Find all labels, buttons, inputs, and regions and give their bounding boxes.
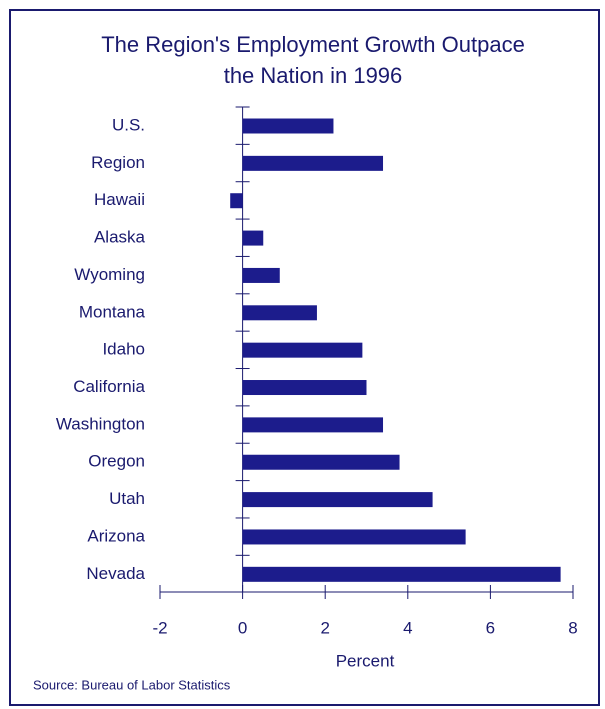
x-tick-label: 4 (403, 618, 412, 637)
y-tick-label: Alaska (94, 228, 146, 247)
frame (9, 9, 600, 706)
bar (242, 342, 363, 358)
bar (230, 193, 243, 209)
bar (242, 417, 384, 433)
x-tick-label: 2 (320, 618, 329, 637)
y-tick-label: Wyoming (74, 265, 145, 284)
y-tick-label: Region (91, 153, 145, 172)
y-tick-label: Oregon (88, 452, 145, 471)
bar (242, 118, 334, 134)
y-tick-label: Nevada (86, 564, 145, 583)
y-tick-label: Hawaii (94, 190, 145, 209)
source: Source: Bureau of Labor Statistics (33, 677, 231, 692)
y-tick-label: Utah (109, 489, 145, 508)
bar (242, 305, 317, 321)
bar (242, 155, 384, 171)
bar (242, 380, 367, 396)
bar (242, 566, 561, 582)
chart-title: the Nation in 1996 (224, 63, 403, 88)
x-tick-label: 0 (238, 618, 247, 637)
x-axis-label: Percent (336, 651, 395, 670)
bar (242, 230, 264, 246)
bar (242, 454, 400, 470)
bar (242, 492, 433, 508)
y-tick-label: Idaho (102, 340, 145, 359)
bar (242, 529, 466, 545)
y-tick-label: California (73, 377, 145, 396)
y-tick-label: Arizona (87, 526, 145, 545)
y-tick-label: Montana (79, 302, 146, 321)
y-tick-label: U.S. (112, 115, 145, 134)
y-tick-label: Washington (56, 414, 145, 433)
x-tick-label: 8 (568, 618, 577, 637)
x-tick-label: -2 (152, 618, 167, 637)
bar (242, 267, 280, 283)
chart-title: The Region's Employment Growth Outpace (101, 32, 525, 57)
x-tick-label: 6 (486, 618, 495, 637)
